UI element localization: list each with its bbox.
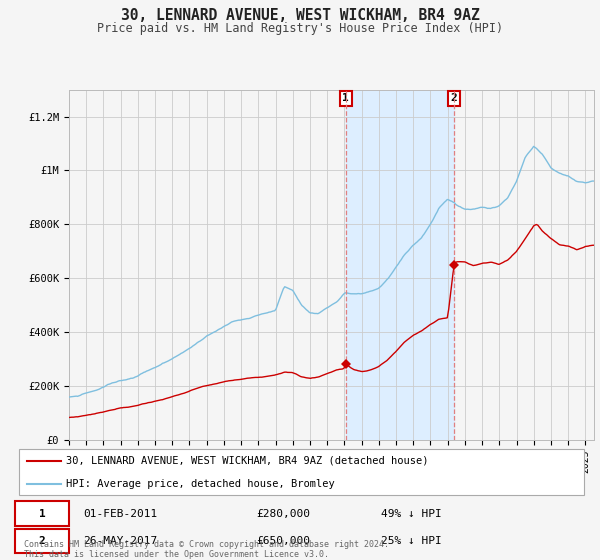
Text: Price paid vs. HM Land Registry's House Price Index (HPI): Price paid vs. HM Land Registry's House … <box>97 22 503 35</box>
Text: 2: 2 <box>39 536 46 547</box>
Text: £280,000: £280,000 <box>256 508 310 519</box>
Text: 1: 1 <box>39 508 46 519</box>
Text: Contains HM Land Registry data © Crown copyright and database right 2024.
This d: Contains HM Land Registry data © Crown c… <box>24 540 389 559</box>
FancyBboxPatch shape <box>15 529 69 553</box>
Text: 2: 2 <box>451 94 457 104</box>
Text: 25% ↓ HPI: 25% ↓ HPI <box>381 536 442 547</box>
Text: 30, LENNARD AVENUE, WEST WICKHAM, BR4 9AZ: 30, LENNARD AVENUE, WEST WICKHAM, BR4 9A… <box>121 8 479 24</box>
FancyBboxPatch shape <box>15 501 69 526</box>
Text: £650,000: £650,000 <box>256 536 310 547</box>
Text: 49% ↓ HPI: 49% ↓ HPI <box>381 508 442 519</box>
Bar <box>346 90 454 440</box>
Text: 26-MAY-2017: 26-MAY-2017 <box>83 536 157 547</box>
FancyBboxPatch shape <box>19 449 584 494</box>
Text: 01-FEB-2011: 01-FEB-2011 <box>83 508 157 519</box>
Text: 30, LENNARD AVENUE, WEST WICKHAM, BR4 9AZ (detached house): 30, LENNARD AVENUE, WEST WICKHAM, BR4 9A… <box>66 456 428 466</box>
Text: HPI: Average price, detached house, Bromley: HPI: Average price, detached house, Brom… <box>66 479 335 489</box>
Text: 1: 1 <box>343 94 349 104</box>
